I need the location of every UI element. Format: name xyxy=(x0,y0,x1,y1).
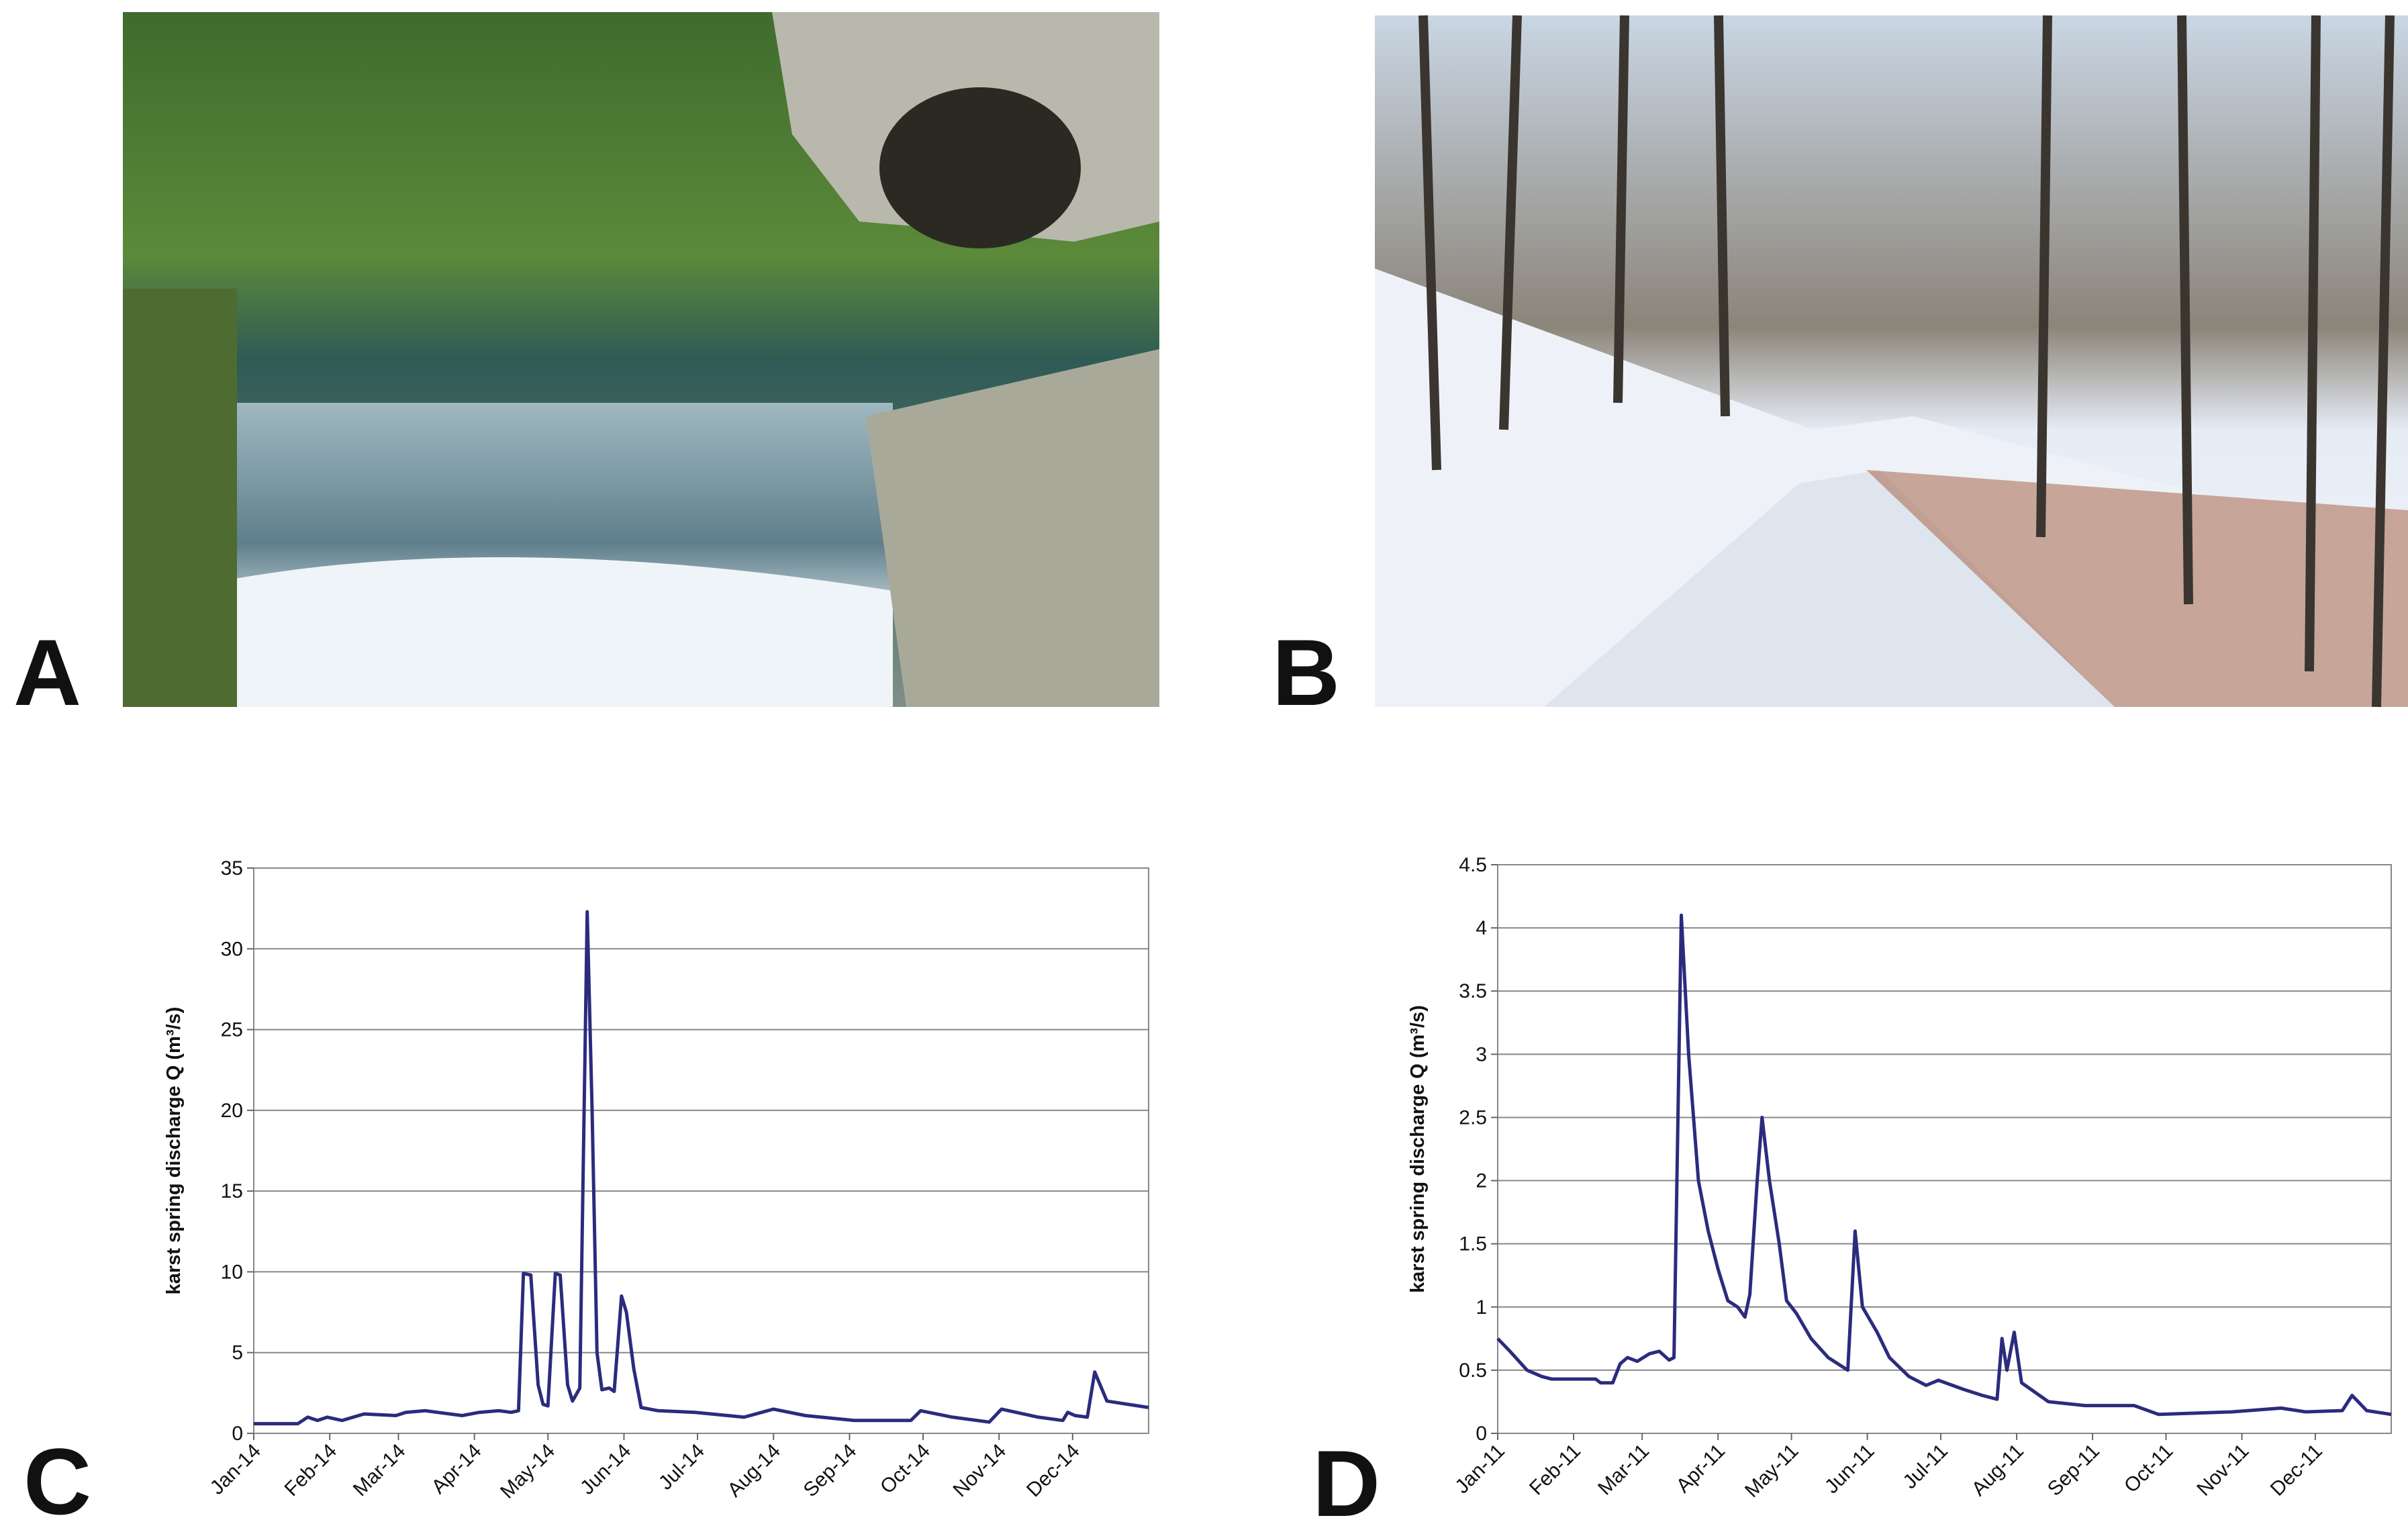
x-tick-label: Oct-14 xyxy=(876,1440,934,1498)
y-tick-label: 0 xyxy=(1476,1423,1487,1445)
x-tick-label: Aug-11 xyxy=(1968,1440,2028,1500)
panel-label: C xyxy=(23,1429,91,1526)
x-tick-label: Oct-11 xyxy=(2120,1440,2177,1497)
x-tick-label: Jun-14 xyxy=(576,1440,635,1499)
x-tick-label: Feb-11 xyxy=(1525,1440,1585,1500)
y-tick-label: 25 xyxy=(221,1019,243,1041)
photo-b xyxy=(1375,15,2408,707)
x-tick-label: Dec-14 xyxy=(1022,1440,1084,1502)
y-tick-label: 35 xyxy=(221,857,243,879)
y-tick-label: 0.5 xyxy=(1459,1360,1487,1382)
x-tick-label: Jun-11 xyxy=(1821,1440,1879,1498)
x-tick-label: Nov-11 xyxy=(2193,1440,2253,1500)
plot-area xyxy=(1498,865,2391,1433)
panel-label: D xyxy=(1312,1431,1380,1526)
x-tick-label: Dec-11 xyxy=(2266,1440,2327,1500)
panel-label: A xyxy=(13,620,81,725)
y-tick-label: 20 xyxy=(221,1100,243,1122)
y-tick-label: 10 xyxy=(221,1261,243,1283)
x-tick-label: Apr-14 xyxy=(428,1440,486,1498)
y-tick-label: 5 xyxy=(232,1342,243,1364)
x-tick-label: May-11 xyxy=(1741,1440,1802,1502)
y-axis-label: karst spring discharge Q (m³/s) xyxy=(1407,1005,1429,1293)
x-tick-label: Sep-14 xyxy=(800,1440,861,1502)
plot-area xyxy=(254,868,1149,1433)
x-tick-label: Mar-14 xyxy=(349,1440,410,1501)
x-tick-label: Jan-11 xyxy=(1451,1440,1509,1498)
x-tick-label: Jul-14 xyxy=(655,1440,709,1494)
x-tick-label: Mar-11 xyxy=(1594,1440,1653,1500)
y-tick-label: 4.5 xyxy=(1459,854,1487,876)
y-tick-label: 2.5 xyxy=(1459,1106,1487,1129)
y-tick-label: 1 xyxy=(1476,1296,1487,1319)
y-tick-label: 4 xyxy=(1476,917,1487,939)
x-tick-label: Aug-14 xyxy=(723,1440,785,1502)
x-tick-label: Sep-11 xyxy=(2043,1440,2104,1500)
x-tick-label: Apr-11 xyxy=(1672,1440,1729,1497)
y-tick-label: 0 xyxy=(232,1423,243,1445)
y-tick-label: 30 xyxy=(221,938,243,960)
x-tick-label: Jan-14 xyxy=(206,1440,265,1499)
x-tick-label: May-14 xyxy=(496,1440,559,1503)
figure: A B C D 05101520253035Jan-14Feb-14Mar-14… xyxy=(0,0,2408,1526)
y-axis-label: karst spring discharge Q (m³/s) xyxy=(163,1007,185,1295)
photo-a xyxy=(123,12,1159,707)
y-tick-label: 2 xyxy=(1476,1170,1487,1192)
x-tick-label: Nov-14 xyxy=(949,1440,1010,1502)
y-tick-label: 15 xyxy=(221,1180,243,1202)
y-tick-label: 1.5 xyxy=(1459,1233,1487,1255)
y-tick-label: 3.5 xyxy=(1459,980,1487,1002)
x-tick-label: Feb-14 xyxy=(281,1440,342,1501)
y-tick-label: 3 xyxy=(1476,1043,1487,1065)
panel-label: B xyxy=(1272,620,1340,725)
x-tick-label: Jul-11 xyxy=(1898,1440,1952,1494)
